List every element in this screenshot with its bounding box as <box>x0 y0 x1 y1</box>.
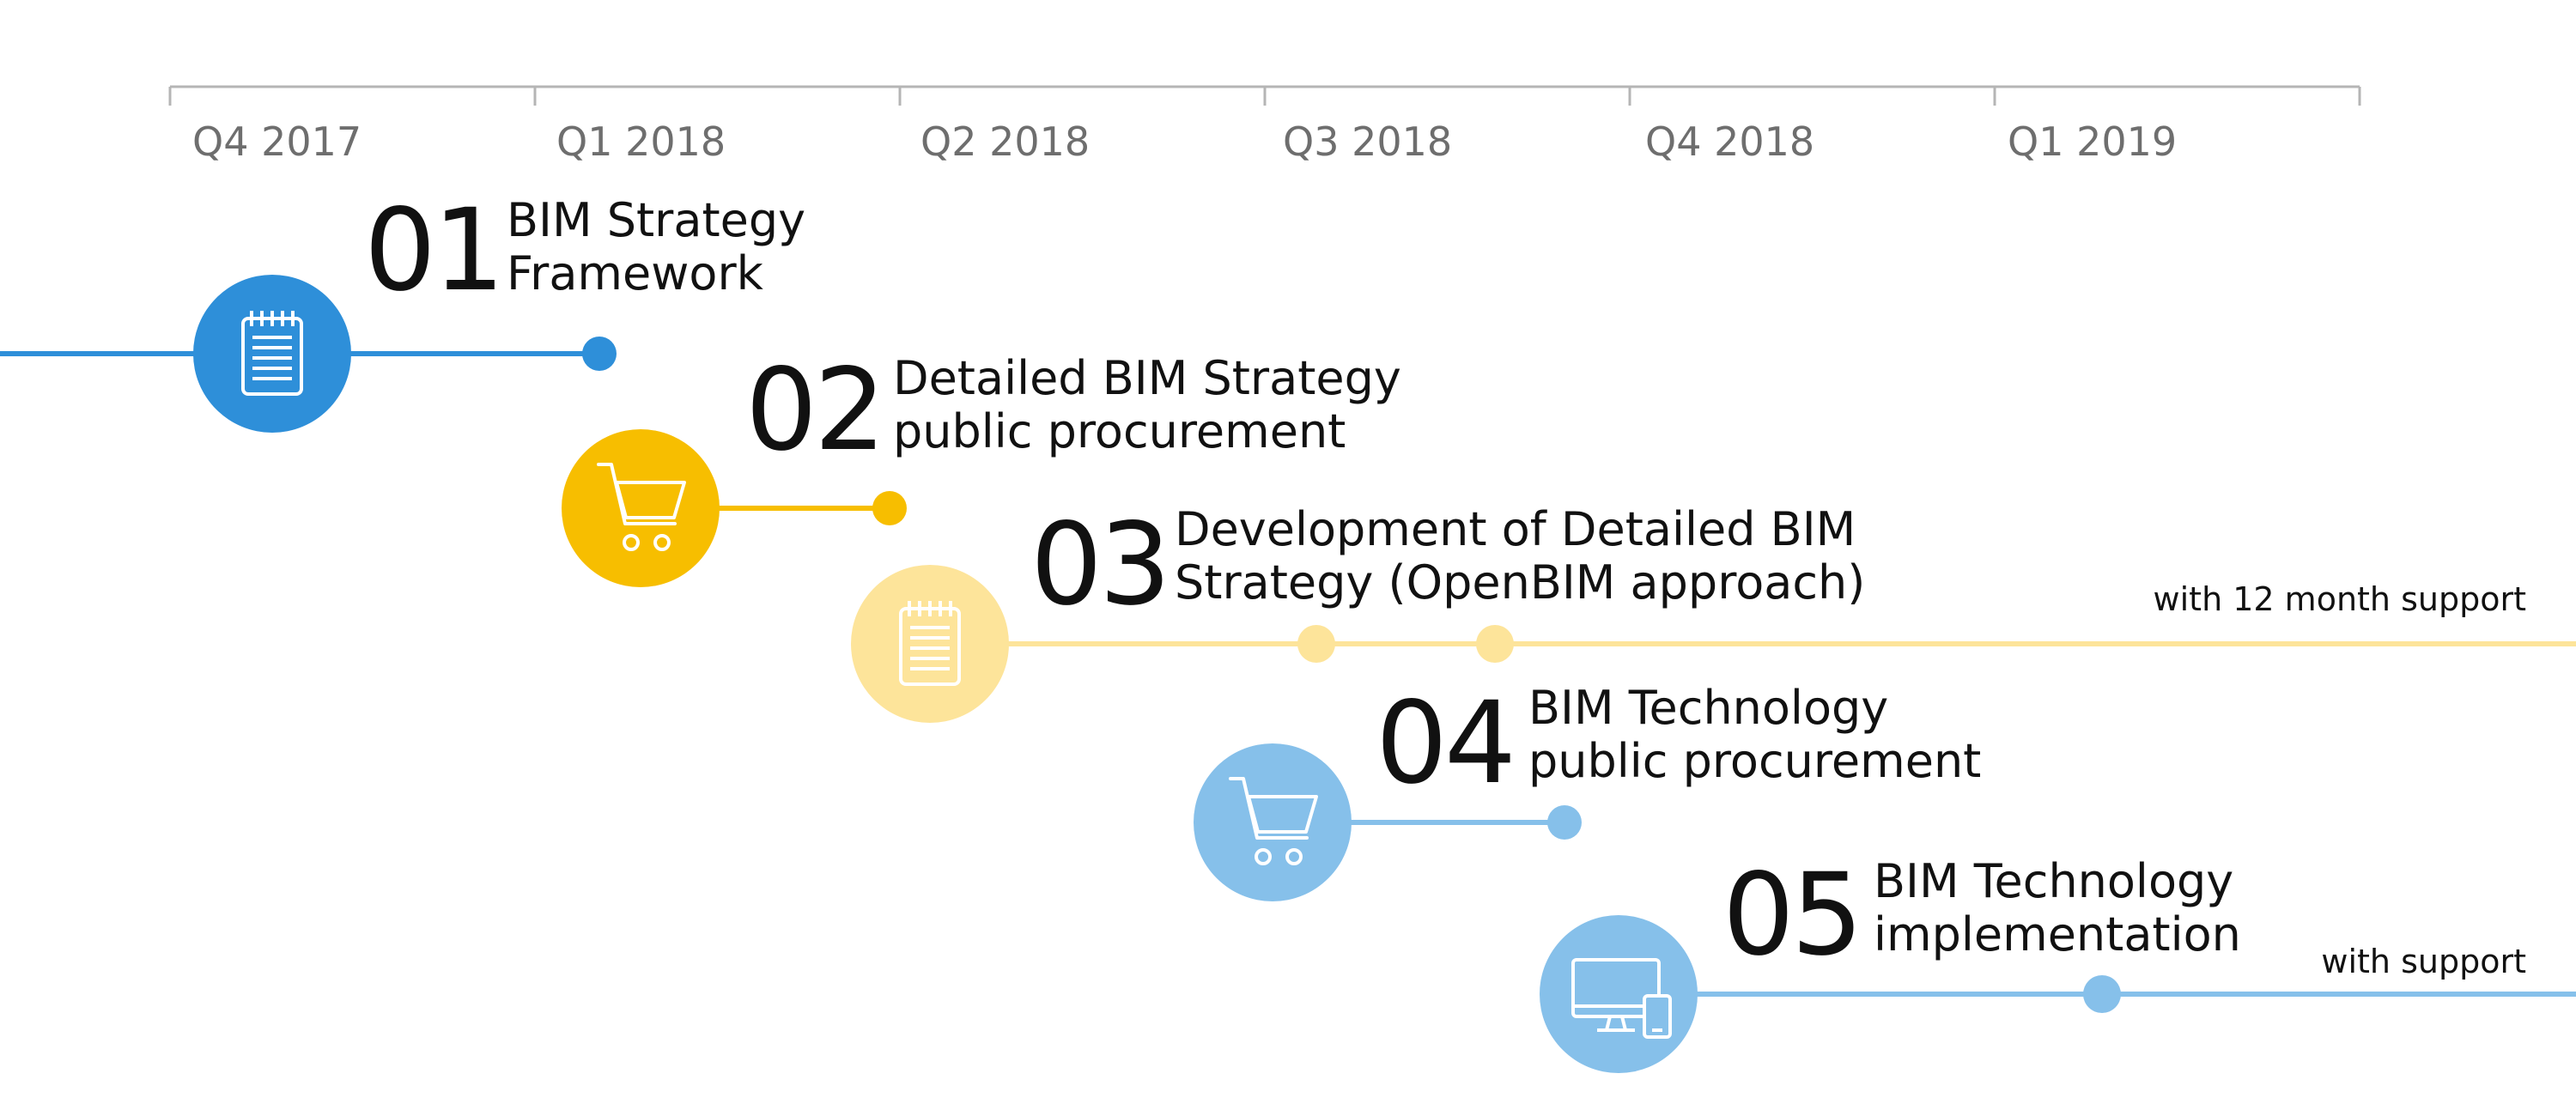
quarter-label-q1-2018: Q1 2018 <box>556 118 726 165</box>
quarter-label-q3-2018: Q3 2018 <box>1283 118 1453 165</box>
step-01-end-dot <box>582 337 617 371</box>
step-02-title-line-1: Detailed BIM Strategy <box>893 351 1401 405</box>
step-03-milestone-dot-2 <box>1476 625 1514 663</box>
step-03-circle <box>851 565 1009 723</box>
devices-icon <box>1571 958 1672 1039</box>
step-01-circle <box>193 275 351 433</box>
step-01-title: BIM Strategy Framework <box>507 194 805 300</box>
step-04-title-line-2: public procurement <box>1528 734 1982 788</box>
step-02-end-dot <box>872 491 907 525</box>
step-01-number: 01 <box>364 185 505 317</box>
step-03-number: 03 <box>1030 499 1171 631</box>
step-05-title: BIM Technology implementation <box>1874 855 2241 961</box>
step-05-circle <box>1540 915 1698 1073</box>
step-04-number: 04 <box>1376 677 1516 810</box>
step-05-title-line-2: implementation <box>1874 907 2241 961</box>
quarter-label-q4-2018: Q4 2018 <box>1645 118 1815 165</box>
step-03-title-line-2: Strategy (OpenBIM approach) <box>1175 555 1866 610</box>
step-04-title-line-1: BIM Technology <box>1528 681 1889 735</box>
cart-icon <box>597 463 686 551</box>
step-02-circle <box>562 429 720 587</box>
step-03-title-line-1: Development of Detailed BIM <box>1175 502 1856 556</box>
step-04-title: BIM Technology public procurement <box>1528 682 1981 788</box>
step-04-end-dot <box>1547 805 1582 840</box>
step-01-title-line-2: Framework <box>507 246 763 300</box>
step-04-track <box>1194 743 1582 901</box>
step-05-support-note: with support <box>2321 943 2526 980</box>
step-01-title-line-1: BIM Strategy <box>507 193 806 247</box>
step-05-track <box>1540 915 2576 1073</box>
step-05-milestone-dot <box>2083 975 2121 1013</box>
notepad-icon <box>899 601 961 686</box>
step-03-title: Development of Detailed BIM Strategy (Op… <box>1175 503 1865 610</box>
step-03-support-note: with 12 month support <box>2153 580 2526 618</box>
cart-icon <box>1229 777 1318 865</box>
step-01-track <box>0 275 617 433</box>
notepad-icon <box>241 311 303 396</box>
step-02-track <box>562 429 907 587</box>
step-02-number: 02 <box>745 344 886 476</box>
step-04-circle <box>1194 743 1352 901</box>
quarter-label-q4-2017: Q4 2017 <box>192 118 362 165</box>
step-03-milestone-dot-1 <box>1297 625 1335 663</box>
quarter-label-q1-2019: Q1 2019 <box>2008 118 2178 165</box>
step-02-title: Detailed BIM Strategy public procurement <box>893 352 1401 458</box>
quarter-label-q2-2018: Q2 2018 <box>920 118 1091 165</box>
step-05-number: 05 <box>1722 849 1863 981</box>
timeline-axis <box>168 85 2361 106</box>
step-02-title-line-2: public procurement <box>893 404 1346 458</box>
step-03-track <box>851 565 2576 723</box>
step-05-title-line-1: BIM Technology <box>1874 854 2234 908</box>
